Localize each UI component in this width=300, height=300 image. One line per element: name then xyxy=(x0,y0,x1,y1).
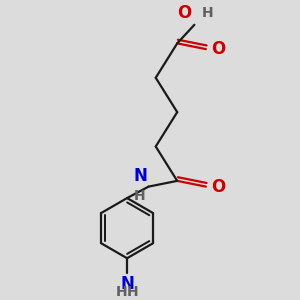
Text: N: N xyxy=(133,167,147,185)
Text: H: H xyxy=(127,285,139,299)
Text: H: H xyxy=(134,190,146,203)
Text: O: O xyxy=(177,4,191,22)
Text: H: H xyxy=(116,285,127,299)
Text: O: O xyxy=(211,178,225,196)
Text: O: O xyxy=(211,40,225,58)
Text: H: H xyxy=(202,6,213,20)
Text: N: N xyxy=(120,275,134,293)
